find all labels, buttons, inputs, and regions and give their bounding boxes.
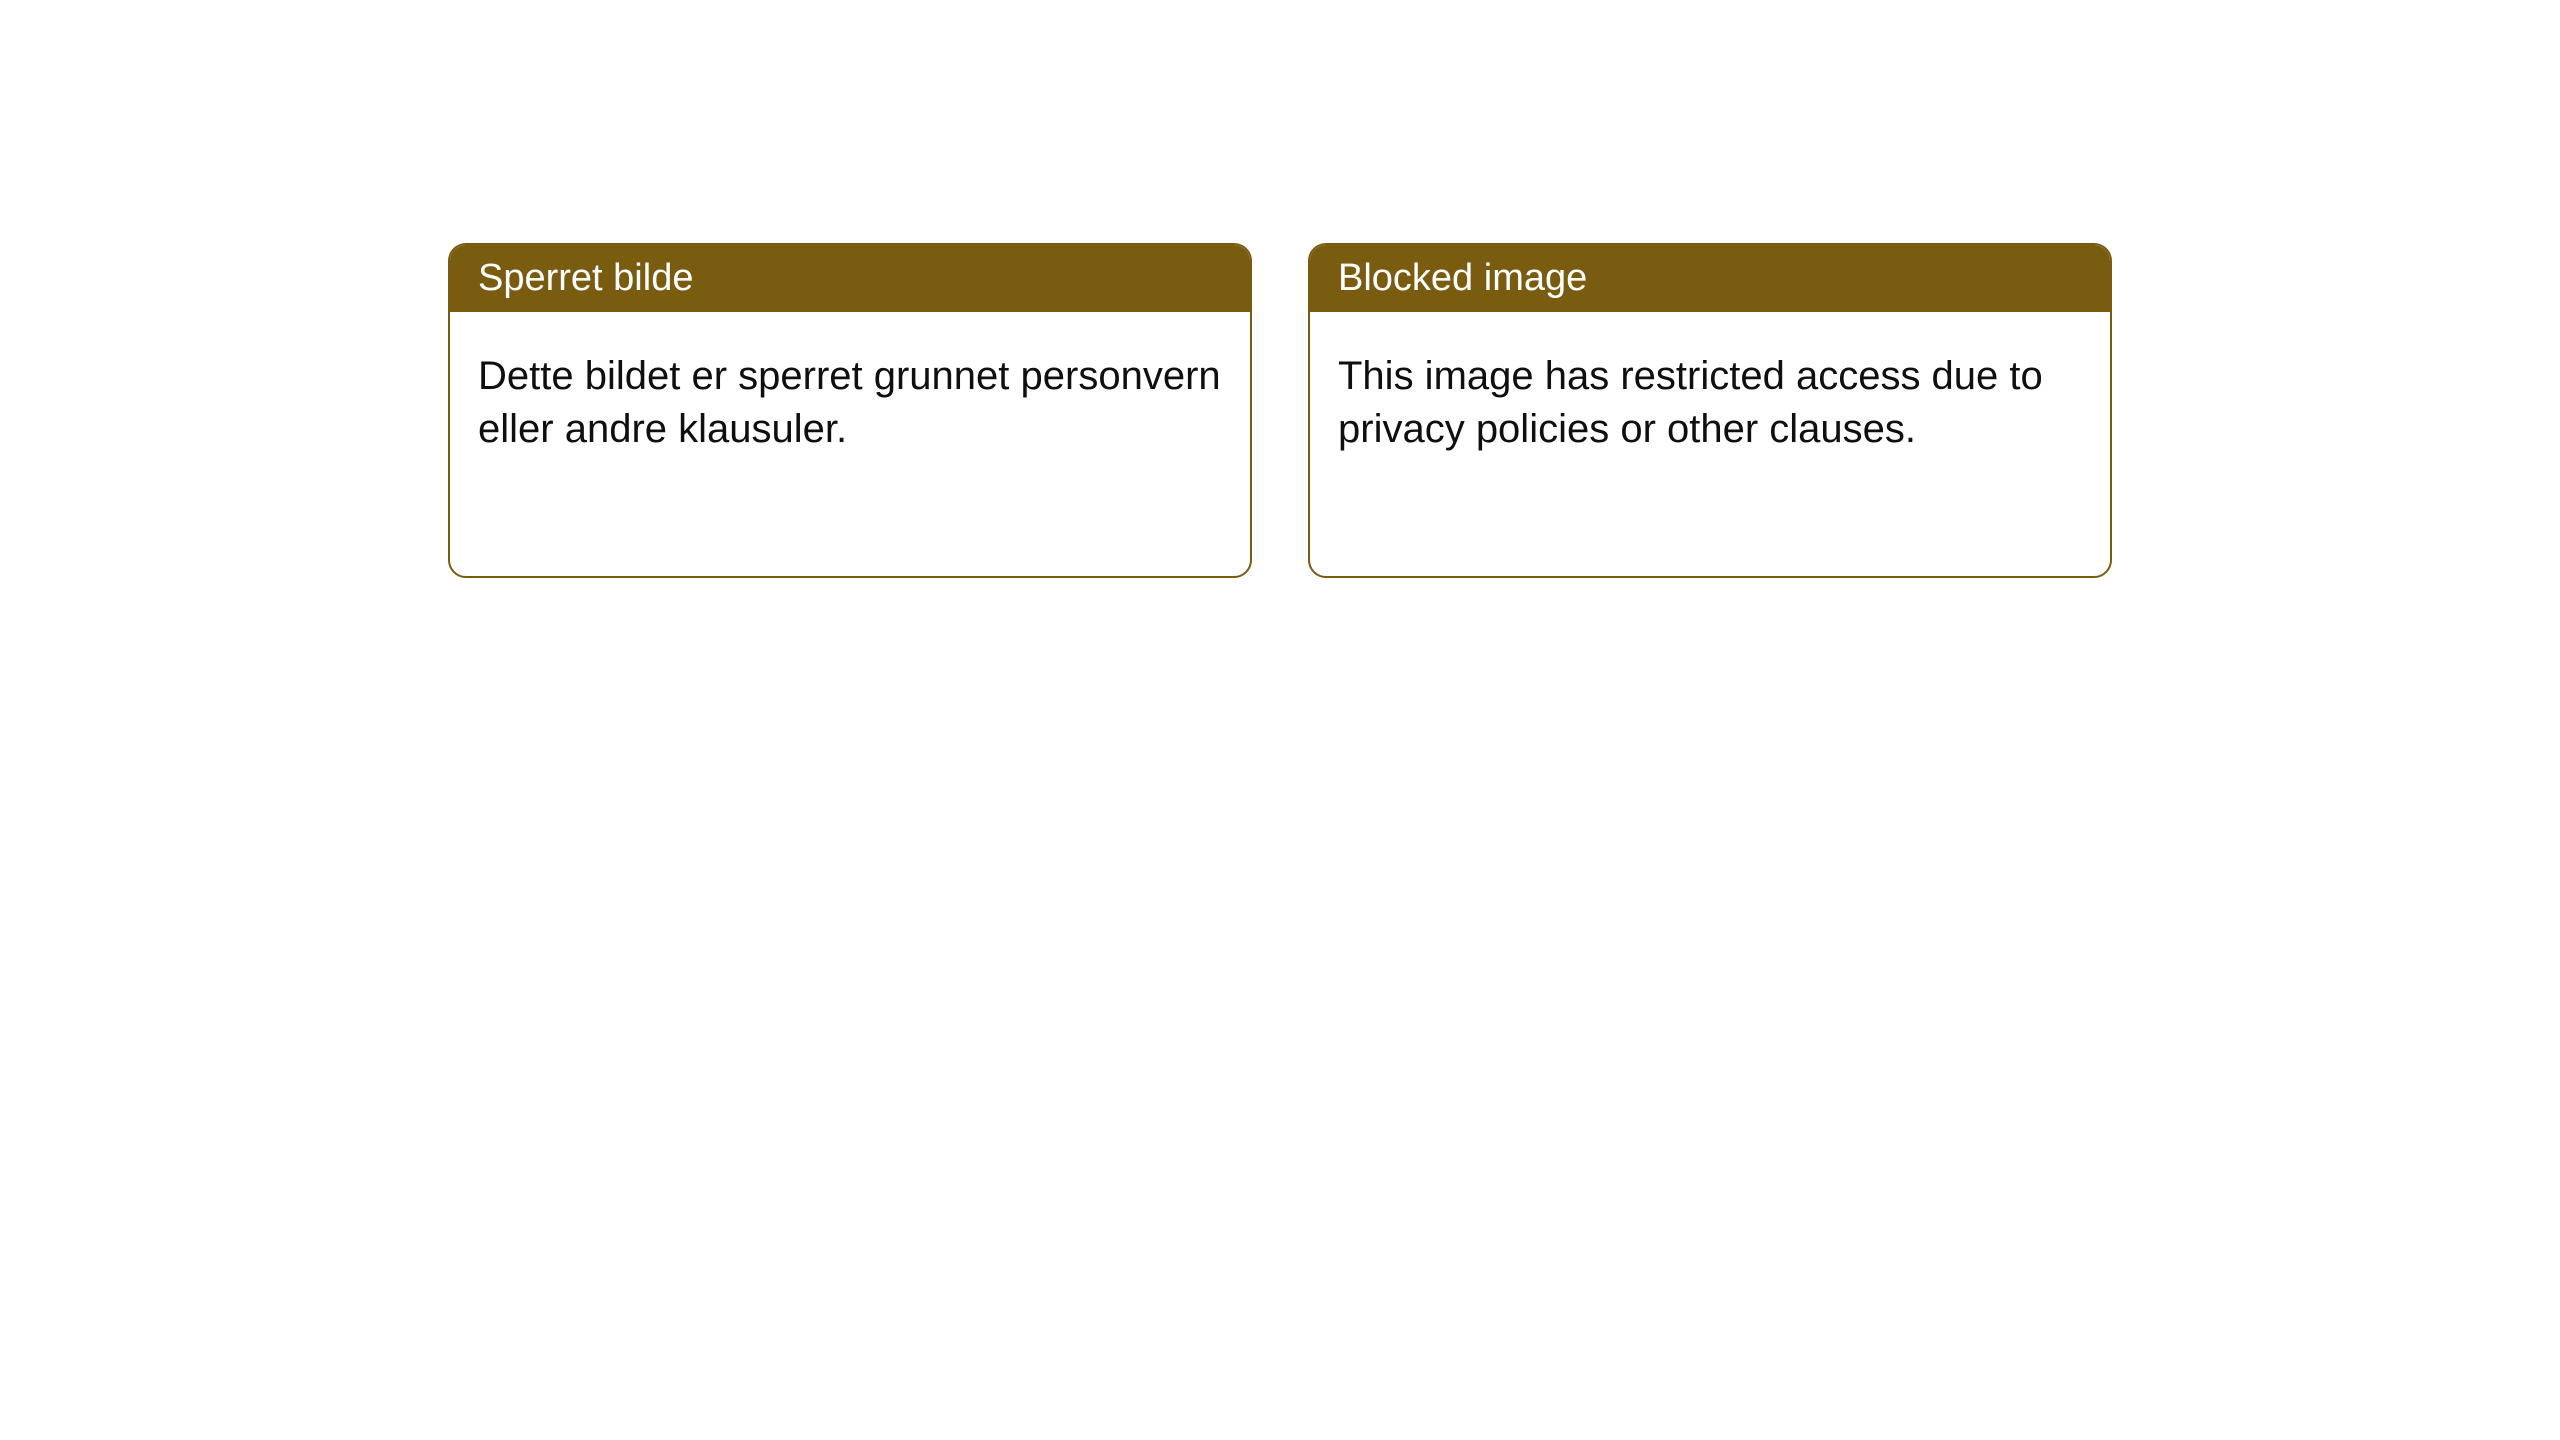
card-body-text-en: This image has restricted access due to … bbox=[1338, 354, 2043, 451]
blocked-image-card-no: Sperret bilde Dette bildet er sperret gr… bbox=[448, 243, 1252, 578]
card-title-en: Blocked image bbox=[1338, 257, 1587, 299]
card-header-en: Blocked image bbox=[1310, 245, 2110, 312]
card-header-no: Sperret bilde bbox=[450, 245, 1250, 312]
card-body-text-no: Dette bildet er sperret grunnet personve… bbox=[478, 354, 1221, 451]
card-body-en: This image has restricted access due to … bbox=[1310, 312, 2110, 494]
notice-container: Sperret bilde Dette bildet er sperret gr… bbox=[0, 0, 2560, 578]
card-title-no: Sperret bilde bbox=[478, 257, 693, 299]
blocked-image-card-en: Blocked image This image has restricted … bbox=[1308, 243, 2112, 578]
card-body-no: Dette bildet er sperret grunnet personve… bbox=[450, 312, 1250, 494]
